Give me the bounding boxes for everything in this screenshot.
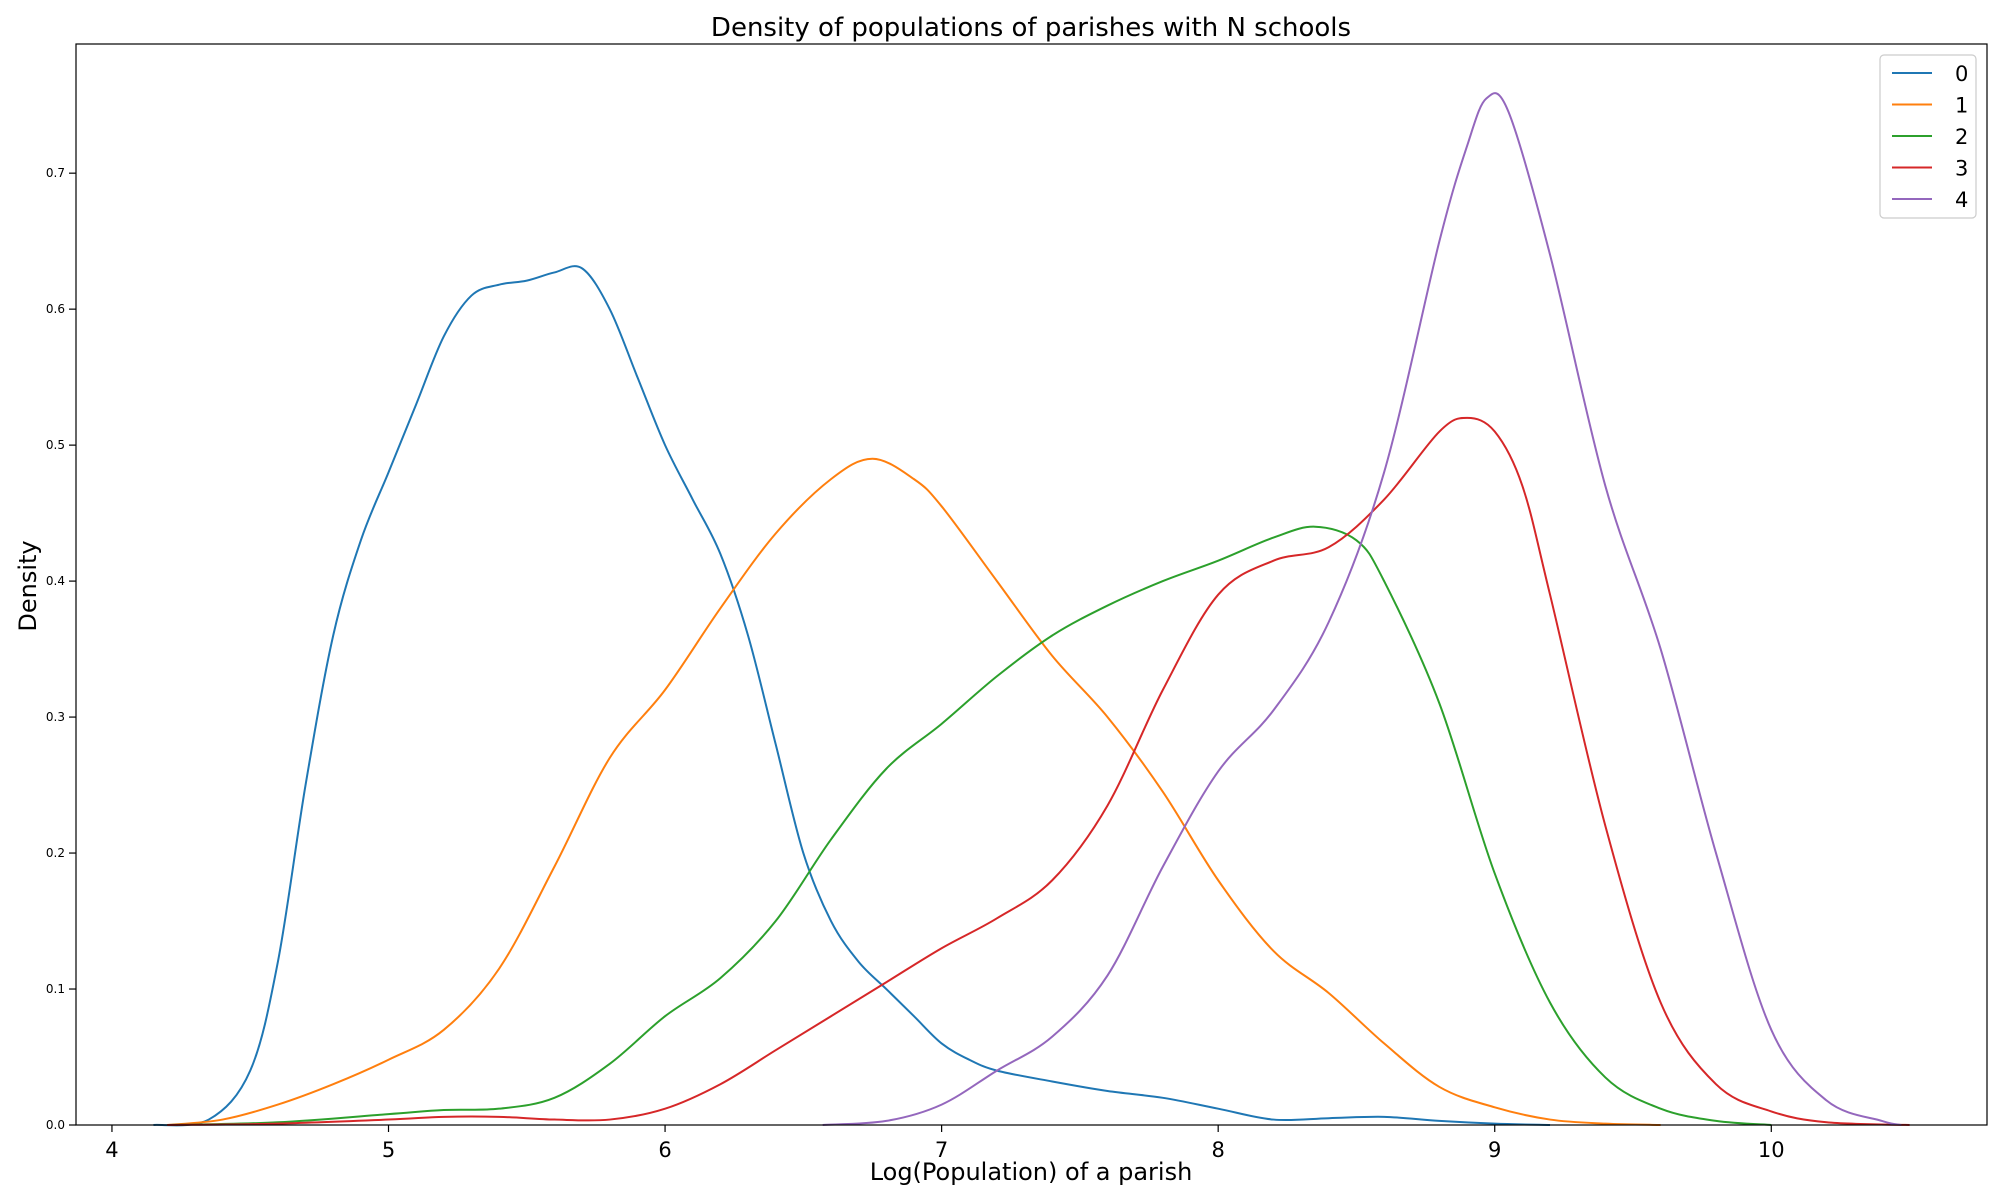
x-tick-label: 9 (1488, 1138, 1501, 1162)
axes-frame (75, 43, 1988, 1126)
x-tick-label: 4 (105, 1138, 118, 1162)
y-tick-label: 0.2 (46, 846, 65, 860)
legend-label-4: 4 (1955, 188, 1968, 212)
x-axis-label: Log(Population) of a parish (870, 1158, 1193, 1186)
y-tick-label: 0.6 (46, 302, 65, 316)
y-axis-label: Density (14, 540, 42, 631)
series-lines (153, 92, 1910, 1127)
x-tick-label: 6 (658, 1138, 671, 1162)
y-tick-label: 0.5 (46, 438, 65, 452)
legend-label-1: 1 (1955, 94, 1968, 118)
x-tick-label: 8 (1211, 1138, 1224, 1162)
y-tick-label: 0.1 (46, 982, 65, 996)
series-line-1 (167, 457, 1661, 1126)
series-line-2 (167, 525, 1772, 1126)
x-tick-label: 10 (1758, 1138, 1785, 1162)
x-tick-label: 7 (935, 1138, 948, 1162)
series-line-4 (822, 92, 1902, 1126)
y-axis-ticks: 0.0 0.1 0.2 0.3 0.4 0.5 0.6 0.7 (46, 166, 76, 1132)
y-tick-label: 0.4 (46, 574, 65, 588)
legend-label-2: 2 (1955, 125, 1968, 149)
legend: 0 1 2 3 4 (1879, 54, 1977, 219)
x-axis-ticks: 4 5 6 7 8 9 10 (105, 1125, 1785, 1162)
x-tick-label: 5 (382, 1138, 395, 1162)
series-line-0 (153, 265, 1551, 1127)
series-line-3 (167, 416, 1910, 1126)
legend-label-3: 3 (1955, 157, 1968, 181)
y-tick-label: 0.0 (46, 1118, 65, 1132)
chart-title: Density of populations of parishes with … (711, 13, 1351, 43)
y-tick-label: 0.7 (46, 166, 65, 180)
y-tick-label: 0.3 (46, 710, 65, 724)
legend-label-0: 0 (1955, 62, 1968, 86)
